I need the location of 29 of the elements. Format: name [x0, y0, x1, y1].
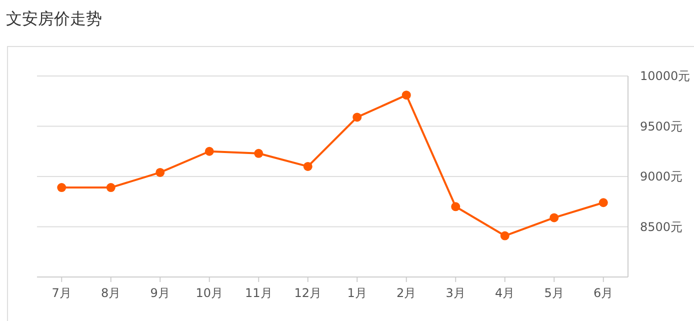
x-tick-label: 11月 [244, 286, 272, 300]
x-tick-label: 9月 [150, 286, 170, 300]
point [352, 112, 362, 122]
x-tick-label: 12月 [294, 286, 322, 300]
point [402, 90, 411, 100]
x-tick-label: 2月 [396, 286, 416, 300]
x-tick-label: 7月 [52, 286, 72, 300]
y-tick-label: 10000元 [640, 69, 690, 83]
y-tick-label: 9500元 [640, 119, 683, 134]
y-tick-label: 8500元 [640, 220, 683, 234]
point [57, 183, 66, 192]
y-tick-label: 9000元 [640, 170, 683, 184]
point [254, 148, 264, 158]
x-tick-label: 5月 [544, 286, 564, 300]
point [156, 168, 165, 177]
x-tick-label: 1月 [347, 286, 367, 300]
point [550, 213, 559, 222]
point [303, 162, 312, 171]
point [204, 146, 214, 156]
x-tick-label: 6月 [594, 286, 614, 300]
point [598, 198, 608, 208]
x-tick-label: 8月 [101, 286, 121, 300]
x-tick-label: 4月 [495, 286, 515, 300]
chart-title: 文安房价走势 [6, 9, 102, 28]
x-tick-label: 3月 [446, 286, 466, 300]
x-tick-label: 10月 [196, 286, 224, 300]
point [451, 202, 460, 212]
point [500, 231, 510, 240]
point [106, 183, 116, 192]
